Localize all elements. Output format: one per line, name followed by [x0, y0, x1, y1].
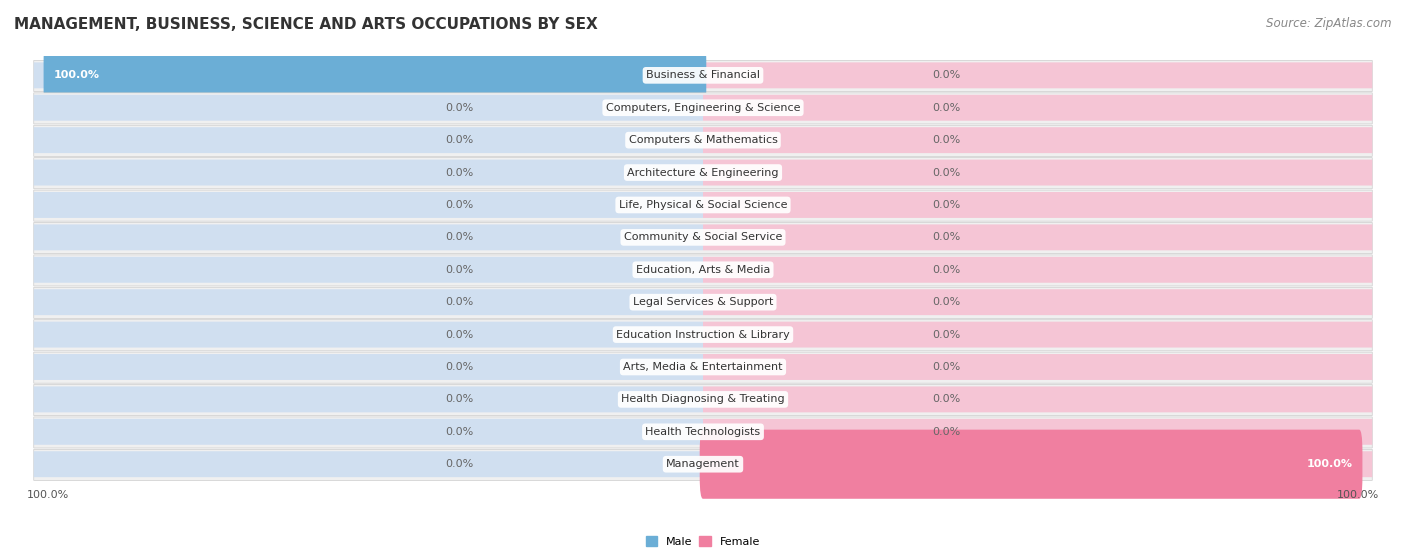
Text: 0.0%: 0.0%	[932, 200, 960, 210]
Text: Management: Management	[666, 459, 740, 469]
FancyBboxPatch shape	[34, 160, 703, 186]
Text: 0.0%: 0.0%	[932, 265, 960, 275]
FancyBboxPatch shape	[44, 41, 706, 110]
FancyBboxPatch shape	[34, 158, 1372, 189]
FancyBboxPatch shape	[34, 93, 1372, 124]
Text: 0.0%: 0.0%	[932, 330, 960, 339]
Text: 0.0%: 0.0%	[932, 395, 960, 404]
Text: 0.0%: 0.0%	[932, 135, 960, 145]
Text: Health Diagnosing & Treating: Health Diagnosing & Treating	[621, 395, 785, 404]
Text: Computers & Mathematics: Computers & Mathematics	[628, 135, 778, 145]
Text: Architecture & Engineering: Architecture & Engineering	[627, 168, 779, 178]
Text: Community & Social Service: Community & Social Service	[624, 233, 782, 243]
Text: Health Technologists: Health Technologists	[645, 427, 761, 437]
Text: 0.0%: 0.0%	[932, 427, 960, 437]
FancyBboxPatch shape	[34, 127, 703, 153]
FancyBboxPatch shape	[703, 289, 1372, 315]
Legend: Male, Female: Male, Female	[641, 532, 765, 551]
FancyBboxPatch shape	[34, 255, 1372, 286]
Text: 0.0%: 0.0%	[446, 427, 474, 437]
FancyBboxPatch shape	[34, 222, 1372, 254]
FancyBboxPatch shape	[34, 190, 1372, 221]
FancyBboxPatch shape	[34, 95, 703, 121]
Text: Life, Physical & Social Science: Life, Physical & Social Science	[619, 200, 787, 210]
FancyBboxPatch shape	[703, 354, 1372, 380]
Text: Source: ZipAtlas.com: Source: ZipAtlas.com	[1267, 17, 1392, 30]
FancyBboxPatch shape	[34, 224, 703, 250]
FancyBboxPatch shape	[34, 321, 703, 348]
FancyBboxPatch shape	[34, 289, 703, 315]
FancyBboxPatch shape	[700, 430, 1362, 499]
Text: 0.0%: 0.0%	[932, 233, 960, 243]
Text: 0.0%: 0.0%	[932, 168, 960, 178]
Text: Legal Services & Support: Legal Services & Support	[633, 297, 773, 307]
Text: 0.0%: 0.0%	[932, 362, 960, 372]
Text: 0.0%: 0.0%	[446, 103, 474, 113]
FancyBboxPatch shape	[34, 385, 1372, 415]
Text: 0.0%: 0.0%	[932, 70, 960, 80]
FancyBboxPatch shape	[703, 321, 1372, 348]
Text: 0.0%: 0.0%	[446, 135, 474, 145]
FancyBboxPatch shape	[34, 60, 1372, 92]
Text: 0.0%: 0.0%	[446, 200, 474, 210]
FancyBboxPatch shape	[703, 257, 1372, 283]
FancyBboxPatch shape	[703, 160, 1372, 186]
FancyBboxPatch shape	[34, 192, 703, 218]
FancyBboxPatch shape	[34, 125, 1372, 157]
FancyBboxPatch shape	[703, 127, 1372, 153]
FancyBboxPatch shape	[34, 257, 703, 283]
Text: 0.0%: 0.0%	[932, 297, 960, 307]
Text: Business & Financial: Business & Financial	[645, 70, 761, 80]
Text: 0.0%: 0.0%	[446, 330, 474, 339]
Text: 0.0%: 0.0%	[446, 395, 474, 404]
FancyBboxPatch shape	[703, 63, 1372, 88]
FancyBboxPatch shape	[703, 451, 1372, 477]
FancyBboxPatch shape	[703, 386, 1372, 413]
FancyBboxPatch shape	[34, 419, 703, 445]
FancyBboxPatch shape	[34, 354, 703, 380]
Text: 0.0%: 0.0%	[932, 103, 960, 113]
Text: 0.0%: 0.0%	[446, 168, 474, 178]
Text: 100.0%: 100.0%	[1306, 459, 1353, 469]
FancyBboxPatch shape	[34, 386, 703, 413]
Text: Computers, Engineering & Science: Computers, Engineering & Science	[606, 103, 800, 113]
Text: 100.0%: 100.0%	[53, 70, 100, 80]
FancyBboxPatch shape	[34, 449, 1372, 480]
Text: 0.0%: 0.0%	[446, 265, 474, 275]
Text: Education Instruction & Library: Education Instruction & Library	[616, 330, 790, 339]
FancyBboxPatch shape	[34, 352, 1372, 383]
FancyBboxPatch shape	[34, 320, 1372, 351]
Text: 0.0%: 0.0%	[446, 233, 474, 243]
FancyBboxPatch shape	[34, 63, 703, 88]
FancyBboxPatch shape	[703, 95, 1372, 121]
Text: 0.0%: 0.0%	[446, 459, 474, 469]
Text: 100.0%: 100.0%	[1337, 490, 1379, 500]
FancyBboxPatch shape	[703, 419, 1372, 445]
Text: 100.0%: 100.0%	[27, 490, 69, 500]
Text: 0.0%: 0.0%	[446, 362, 474, 372]
Text: Arts, Media & Entertainment: Arts, Media & Entertainment	[623, 362, 783, 372]
Text: MANAGEMENT, BUSINESS, SCIENCE AND ARTS OCCUPATIONS BY SEX: MANAGEMENT, BUSINESS, SCIENCE AND ARTS O…	[14, 17, 598, 32]
FancyBboxPatch shape	[703, 224, 1372, 250]
FancyBboxPatch shape	[34, 287, 1372, 319]
Text: Education, Arts & Media: Education, Arts & Media	[636, 265, 770, 275]
FancyBboxPatch shape	[34, 417, 1372, 448]
FancyBboxPatch shape	[703, 192, 1372, 218]
Text: 0.0%: 0.0%	[446, 297, 474, 307]
FancyBboxPatch shape	[34, 451, 703, 477]
